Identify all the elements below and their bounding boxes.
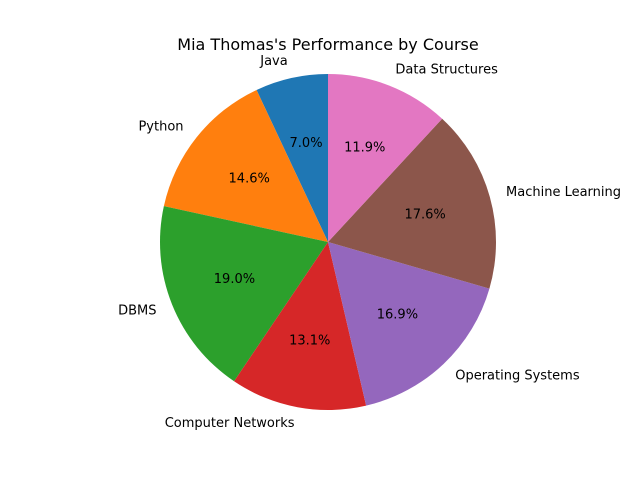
pie-slice-computer-networks xyxy=(234,242,367,410)
pie-slices xyxy=(160,74,497,410)
slice-percent-dbms: 19.0% xyxy=(214,272,255,287)
slice-label-computer-networks: Computer Networks xyxy=(165,416,295,431)
slice-label-dbms: DBMS xyxy=(118,303,156,318)
pie-slice-dbms xyxy=(160,206,328,382)
pie-slice-machine-learning xyxy=(328,118,497,289)
pie-slice-python xyxy=(163,89,328,242)
pie-slice-data-structures xyxy=(328,74,443,242)
slice-percent-data-structures: 11.9% xyxy=(344,141,385,156)
pie-slice-operating-systems xyxy=(328,242,490,406)
slice-label-python: Python xyxy=(138,119,183,134)
chart-title: Mia Thomas's Performance by Course xyxy=(177,35,478,54)
slice-label-operating-systems: Operating Systems xyxy=(455,369,580,384)
pie-labels: Java 7.0% Python 14.6% DBMS 19.0% Computer Net… xyxy=(118,54,621,431)
slice-percent-machine-learning: 17.6% xyxy=(404,207,445,222)
pie-slice-java xyxy=(256,74,328,242)
slice-label-data-structures: Data Structures xyxy=(395,62,498,77)
slice-percent-computer-networks: 13.1% xyxy=(289,334,330,349)
slice-percent-operating-systems: 16.9% xyxy=(377,308,418,323)
slice-label-machine-learning: Machine Learning xyxy=(506,185,621,200)
slice-percent-java: 7.0% xyxy=(290,136,323,151)
slice-label-java: Java xyxy=(259,54,287,69)
slice-percent-python: 14.6% xyxy=(229,172,270,187)
